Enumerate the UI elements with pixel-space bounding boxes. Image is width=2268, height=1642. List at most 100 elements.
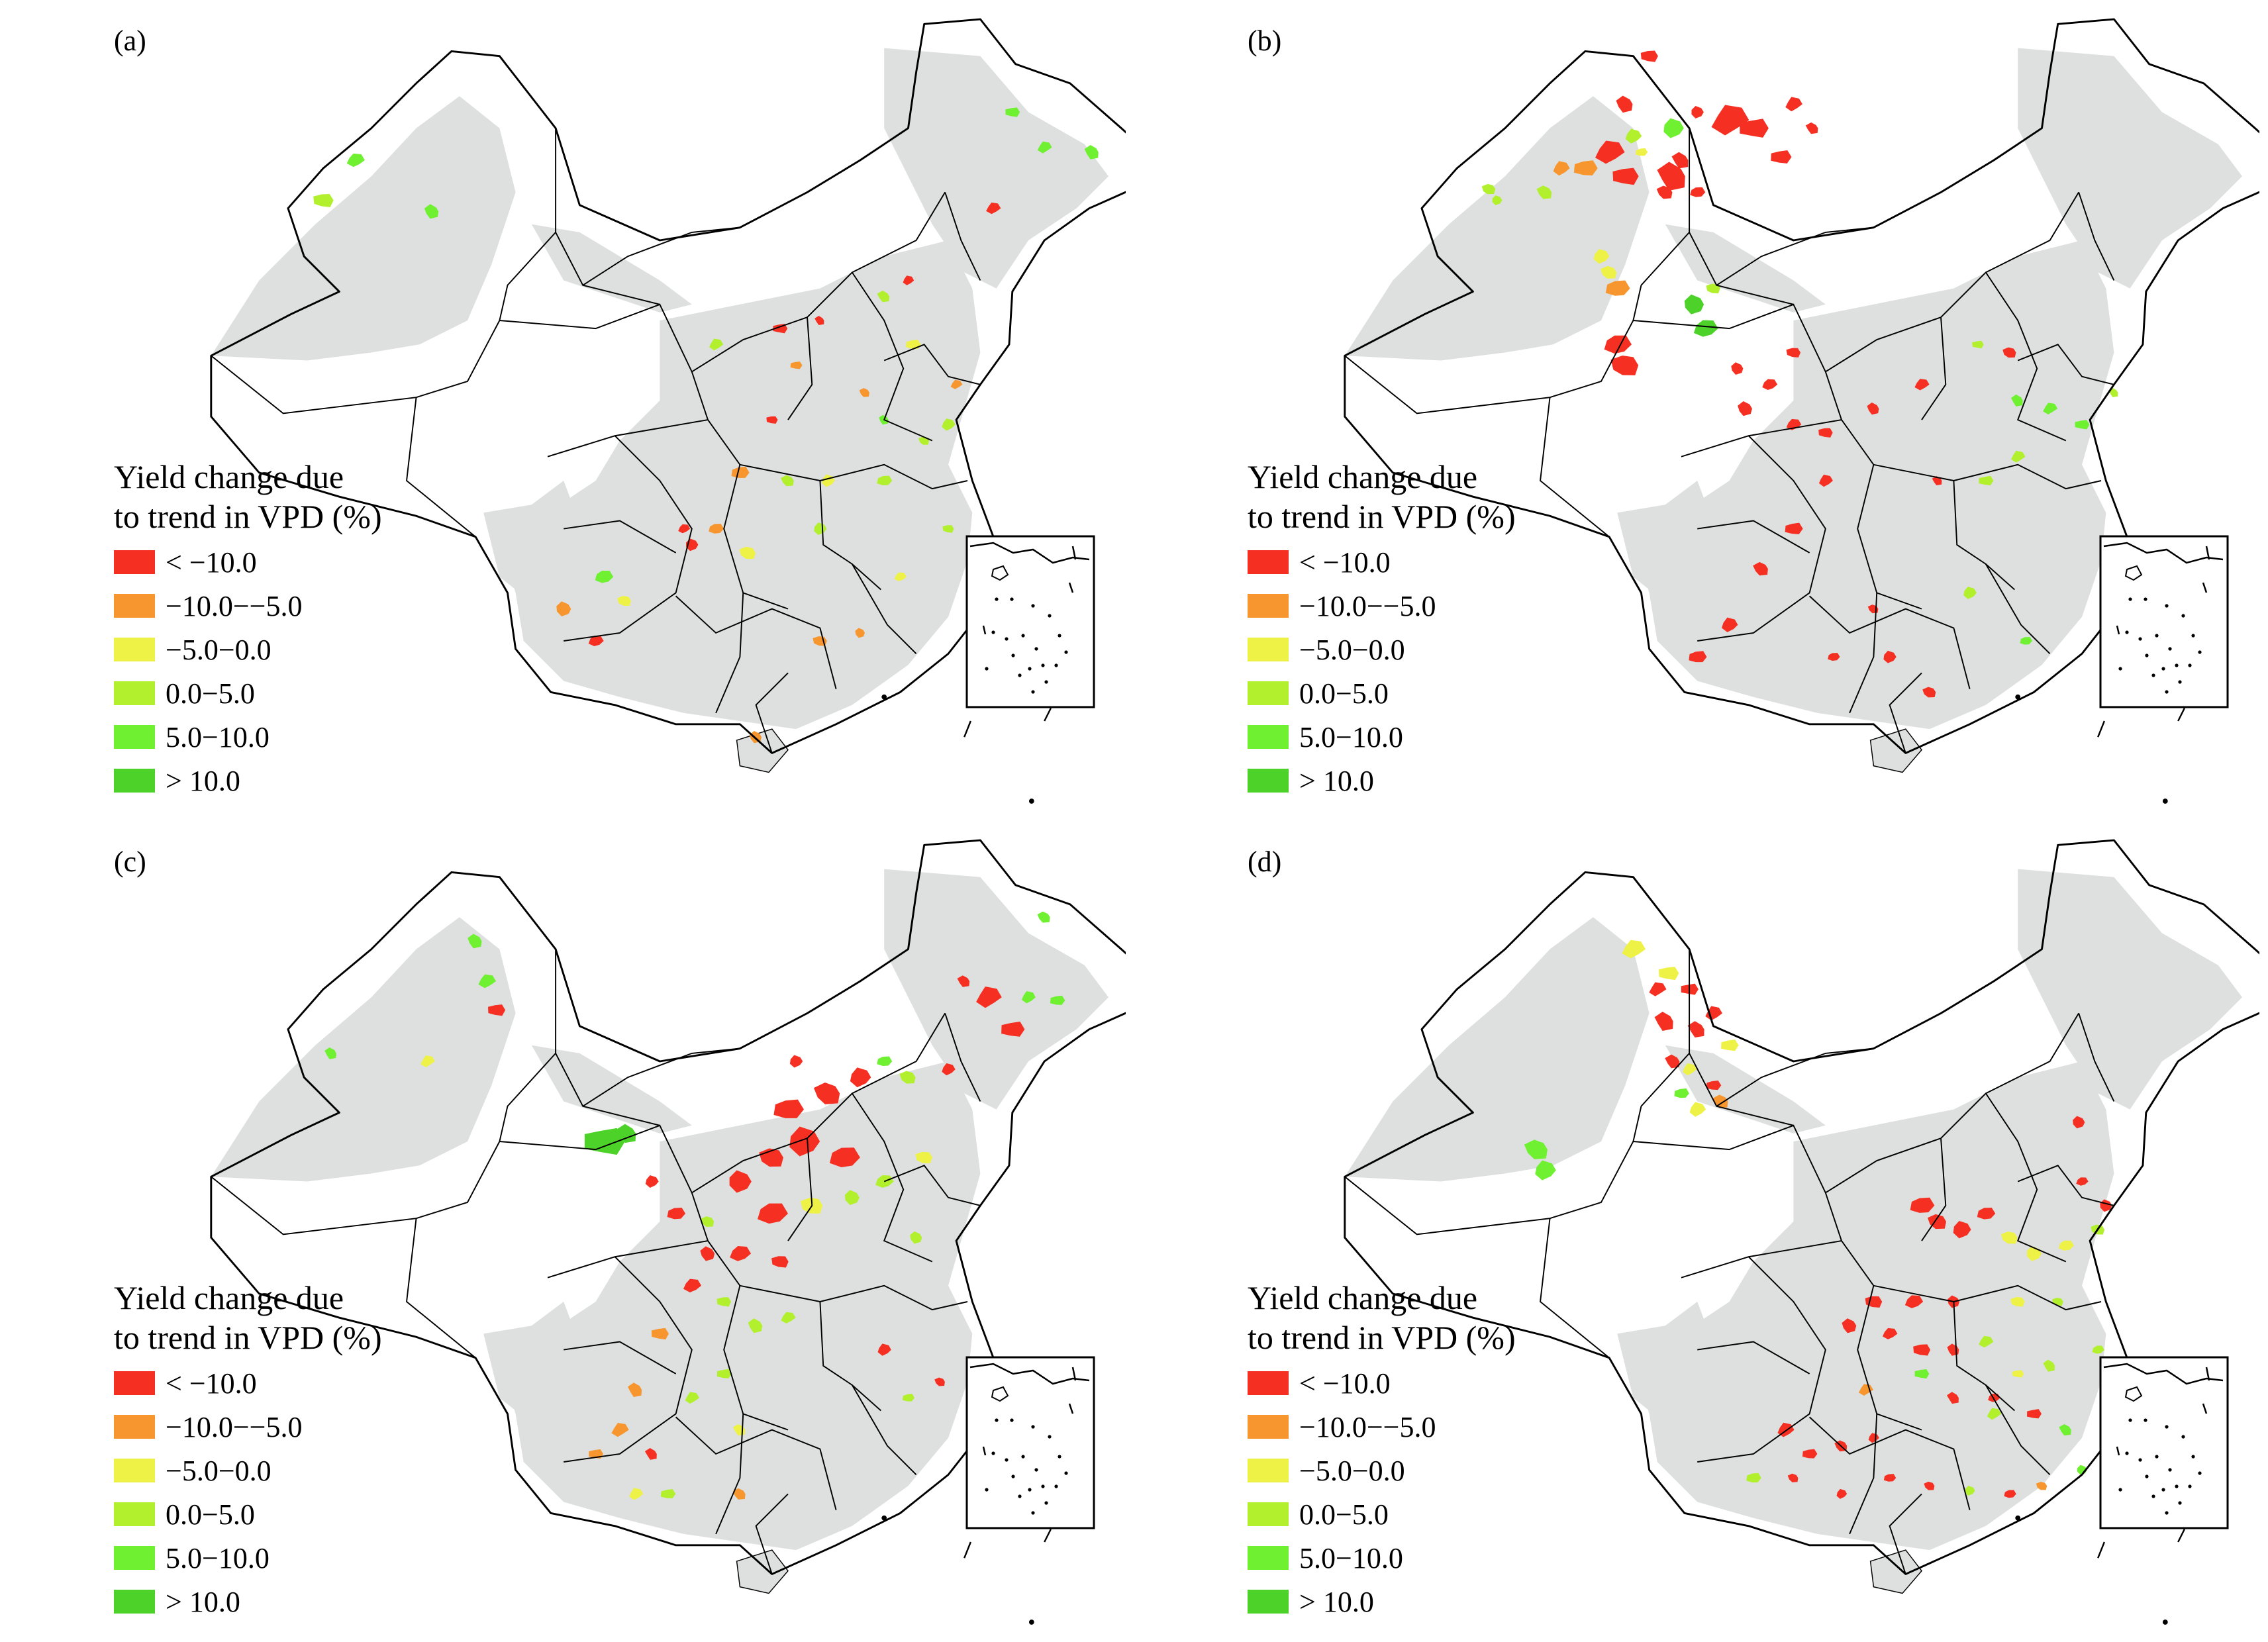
legend-label: < −10.0 [1299,1367,1391,1400]
province-border [1921,317,1947,420]
county-mark [2073,1116,2085,1129]
county-mark [478,974,497,989]
inset-island-dot [2165,604,2169,608]
county-mark [1658,967,1679,981]
land-coverage [1344,96,1650,361]
province-border [1857,464,1922,610]
inset-island-dot [991,1451,995,1455]
county-mark [1553,161,1570,176]
county-mark [2004,1490,2016,1498]
province-border [944,192,981,281]
county-mark [1787,1473,1799,1482]
county-mark [1818,428,1833,438]
county-mark [685,1392,700,1404]
county-mark [1785,97,1802,112]
province-border [1889,672,1922,753]
province-border [1697,1341,1810,1375]
county-mark [1762,379,1778,391]
legend-swatch [1248,725,1289,749]
county-mark [950,379,963,389]
legend-swatch [114,550,155,574]
province-border [1825,1012,2079,1194]
county-mark [1753,561,1768,576]
county-mark [1605,280,1630,296]
inset-island-dot [2178,680,2182,684]
inset-island-dot [1010,597,1014,601]
inset-island-dot [985,1488,989,1492]
inset-island-dot [1048,1435,1052,1439]
inset-hainan [2124,1386,2143,1402]
county-mark [1946,1392,1959,1404]
legend-title-line1: Yield change due [1248,1279,1478,1316]
legend-label: 5.0−10.0 [1299,1541,1403,1574]
county-mark [1665,1054,1680,1069]
county-mark [1622,940,1646,959]
legend-swatch [1248,1590,1289,1614]
inset-island-dot [1028,667,1032,671]
province-border [1689,232,1794,305]
inset-island-dot [1041,663,1045,667]
legend-item: −5.0−0.0 [1248,1449,1516,1492]
county-mark [1868,1433,1879,1443]
county-mark [1656,185,1673,199]
province-border [755,672,789,753]
legend-item: 0.0−5.0 [114,671,382,715]
legend-item: 0.0−5.0 [1248,1492,1516,1536]
boundary-dash [2097,720,2106,738]
hainan-island [1869,728,1922,773]
province-border [1857,1285,1922,1431]
legend-label: −5.0−0.0 [1299,633,1405,666]
county-mark [730,1246,752,1261]
province-border [1953,480,2016,591]
province-border [1697,435,1826,642]
county-mark [1687,1021,1704,1038]
legend-swatch [1248,1459,1289,1482]
inset-island-dot [2138,637,2142,641]
county-mark [716,1369,732,1378]
land-coverage [1665,224,1826,313]
county-mark [934,1377,945,1386]
county-mark [683,1279,702,1292]
legend-title-line1: Yield change due [1248,458,1478,495]
national-border [210,18,1126,754]
legend-label: −10.0−−5.0 [1299,589,1436,622]
county-mark [709,338,724,351]
county-mark [915,1151,933,1164]
panel-label-b: (b) [1248,24,1282,57]
inset-island-dot [1031,1425,1035,1429]
inset-island-dot [2128,1418,2132,1422]
inset-island-dot [2198,1471,2202,1475]
boundary-dash [963,1541,972,1559]
county-mark [942,418,956,431]
county-mark [1922,687,1936,698]
legend-item: −10.0−−5.0 [1248,1405,1516,1449]
province-border [2017,344,2114,385]
land-coverage [211,917,516,1182]
province-border [499,1124,709,1241]
island-dot [2015,694,2021,700]
legend-swatch [1248,1546,1289,1570]
county-mark [899,1071,916,1084]
legend-swatch [1248,769,1289,793]
province-border [1825,191,2079,373]
county-mark [1573,160,1598,175]
county-mark [1972,340,1984,349]
county-mark [617,595,632,606]
county-mark [986,202,1001,215]
inset-dash [1068,582,1074,593]
legend-c: Yield change due to trend in VPD (%) < −… [114,1278,382,1623]
county-mark [1785,522,1803,534]
south-china-sea-inset [2099,535,2229,708]
county-mark [1610,355,1639,375]
county-mark [844,1190,860,1206]
legend-title-line2: to trend in VPD (%) [114,498,382,535]
inset-hainan [991,1386,1009,1402]
legend-label: −5.0−0.0 [166,1454,271,1487]
county-mark [1786,348,1801,358]
county-mark [877,290,890,303]
legend-swatch [114,725,155,749]
land-coverage [211,96,516,361]
legend-item: > 10.0 [114,1580,382,1623]
legend-swatch [1248,550,1289,574]
land-coverage [1617,1302,1722,1430]
